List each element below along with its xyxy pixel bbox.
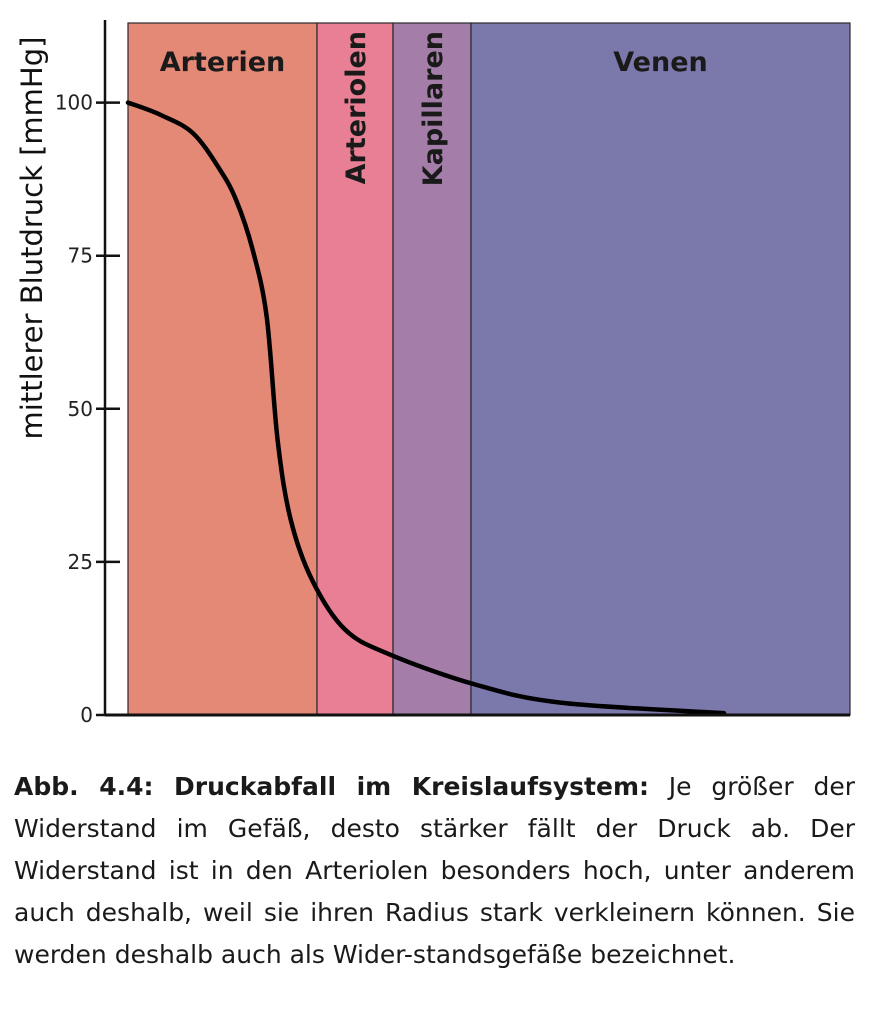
region-label-venen: Venen [613, 47, 708, 78]
region-label-kapillaren: Kapillaren [418, 31, 449, 186]
y-axis: 0 25 50 75 100 [55, 20, 850, 727]
curve-layer [125, 100, 727, 716]
y-axis-title: mittlerer Blutdruck [mmHg] [15, 37, 49, 440]
pressure-chart: Arterien Arteriolen Kapillaren Venen 0 25 50 7… [15, 20, 851, 727]
y-tick-label-25: 25 [68, 550, 93, 574]
region-arterien [127, 22, 318, 716]
figure-caption: Abb. 4.4: Druckabfall im Kreislaufsystem… [14, 766, 855, 976]
y-tick-label-0: 0 [80, 703, 93, 727]
caption-text: Je größer der Widerstand im Gefäß, desto… [14, 772, 855, 969]
y-tick-label-75: 75 [68, 244, 93, 268]
region-venen [470, 22, 851, 716]
region-label-arterien: Arterien [160, 47, 286, 78]
region-arteriolen [316, 22, 394, 716]
region-label-arteriolen: Arteriolen [341, 31, 372, 184]
caption-title: Abb. 4.4: Druckabfall im Kreislaufsystem… [14, 772, 649, 801]
pressure-curve [125, 100, 727, 716]
y-tick-label-50: 50 [68, 397, 93, 421]
vessel-regions: Arterien Arteriolen Kapillaren Venen [127, 22, 851, 716]
y-tick-label-100: 100 [55, 91, 93, 115]
region-kapillaren [392, 22, 472, 716]
